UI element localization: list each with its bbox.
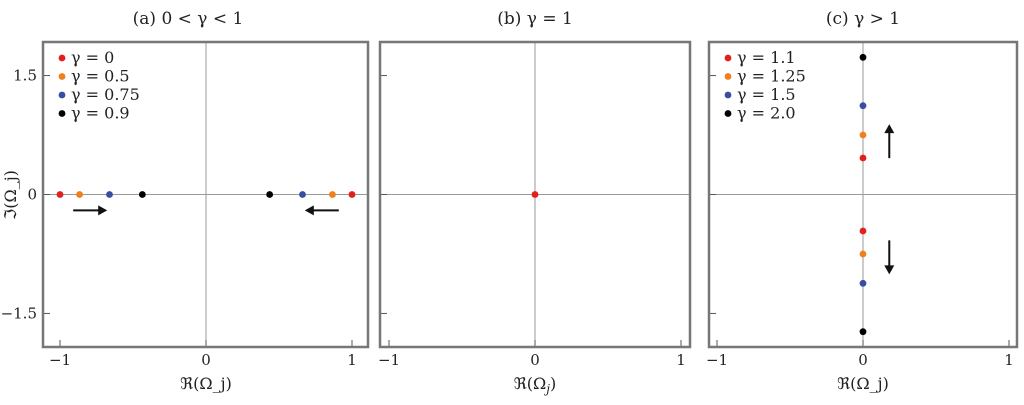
panel-a-ytick-label: 0: [27, 186, 37, 204]
data-point: [76, 191, 83, 198]
panel-a-xtick-label: 1: [347, 351, 357, 369]
data-point: [266, 191, 274, 198]
legend-label: γ = 1.25: [737, 67, 806, 86]
panel-b-xlabel-close: ): [550, 374, 556, 393]
panel-b-frame: [378, 40, 692, 349]
panel-b-xtick-label: −1: [378, 351, 400, 369]
data-point: [859, 250, 867, 258]
panel-b-xlabel-sub: j: [543, 382, 550, 396]
data-point: [859, 279, 867, 287]
legend-marker: [724, 54, 732, 62]
legend-label: γ = 0: [71, 48, 114, 67]
arrow-head: [304, 205, 314, 216]
panel-c-arrows: [884, 124, 895, 275]
legend-marker: [58, 91, 66, 99]
panel-a-arrows: [73, 205, 339, 216]
data-point: [859, 328, 867, 336]
legend-marker: [58, 110, 66, 117]
data-point: [859, 154, 867, 162]
data-point: [859, 131, 867, 139]
legend-marker: [58, 73, 66, 80]
arrow-down: [884, 240, 895, 275]
panel-a-title: (a) 0 < γ < 1: [133, 9, 244, 29]
arrow-right: [73, 205, 108, 216]
panel-b-xlabel: ℜ(Ωj): [514, 374, 557, 396]
panel-c-frame: [707, 40, 1019, 349]
legend-label: γ = 1.1: [737, 48, 796, 67]
arrow-up: [884, 124, 895, 159]
data-point: [329, 191, 336, 198]
panel-a-legend: γ = 0γ = 0.5γ = 0.75γ = 0.9: [58, 48, 140, 123]
panel-c: (c) γ > 1 −1 0 1 γ = 1.1γ = 1.25γ = 1.5γ =…: [706, 9, 1019, 393]
panel-a-ticks: −1 0 1 −1.5 0 1.5: [1, 67, 357, 369]
arrow-left: [304, 205, 339, 216]
panel-a-points: [56, 191, 356, 198]
panel-a-frame: [41, 40, 370, 349]
panel-a: (a) 0 < γ < 1 −1 0 1−1.501.5 γ = 0γ = 0.5γ…: [1, 9, 370, 393]
data-point: [348, 191, 356, 198]
panel-a-xtick-label: −1: [49, 351, 71, 369]
arrow-head: [884, 265, 895, 275]
data-point: [138, 191, 146, 198]
panel-c-xtick-label: 0: [858, 351, 868, 369]
data-point: [859, 102, 867, 110]
panel-b-xtick-label: 1: [676, 351, 686, 369]
panel-b: (b) γ = 1 −1 0 1: [378, 9, 692, 369]
panel-c-xlabel: ℜ(Ω_j): [837, 374, 889, 393]
arrow-head: [98, 205, 108, 216]
legend-marker: [724, 73, 732, 80]
legend-label: γ = 1.5: [737, 85, 796, 104]
data-point: [56, 191, 64, 198]
legend-marker: [724, 110, 732, 117]
legend-label: γ = 0.9: [71, 104, 130, 123]
data-point: [859, 53, 867, 61]
legend-marker: [724, 91, 732, 99]
panel-c-points: [859, 53, 867, 336]
data-point: [299, 191, 306, 198]
panel-b-points: [531, 191, 539, 198]
panel-a-xtick-label: 0: [201, 351, 211, 369]
panel-c-xtick-label: 1: [1004, 351, 1014, 369]
legend-label: γ = 0.5: [71, 67, 130, 86]
panel-a-xlabel: ℜ(Ω_j): [180, 374, 232, 393]
data-point: [531, 191, 539, 198]
data-point: [106, 191, 113, 198]
panel-b-ticks: −1 0 1: [378, 75, 686, 369]
arrow-head: [884, 124, 895, 134]
legend-label: γ = 0.75: [71, 85, 140, 104]
panel-c-title: (c) γ > 1: [826, 9, 900, 29]
legend-marker: [58, 54, 66, 62]
panel-c-xtick-label: −1: [706, 351, 728, 369]
data-point: [859, 227, 867, 235]
panel-b-xtick-label: 0: [530, 351, 540, 369]
panel-a-ylabel: ℑ(Ω_j): [1, 170, 20, 220]
panel-c-legend: γ = 1.1γ = 1.25γ = 1.5γ = 2.0: [724, 48, 806, 123]
legend-label: γ = 2.0: [737, 104, 796, 123]
panel-b-title: (b) γ = 1: [497, 9, 573, 29]
panel-a-ytick-label: 1.5: [13, 67, 37, 85]
panel-a-ytick-label: −1.5: [1, 304, 37, 322]
